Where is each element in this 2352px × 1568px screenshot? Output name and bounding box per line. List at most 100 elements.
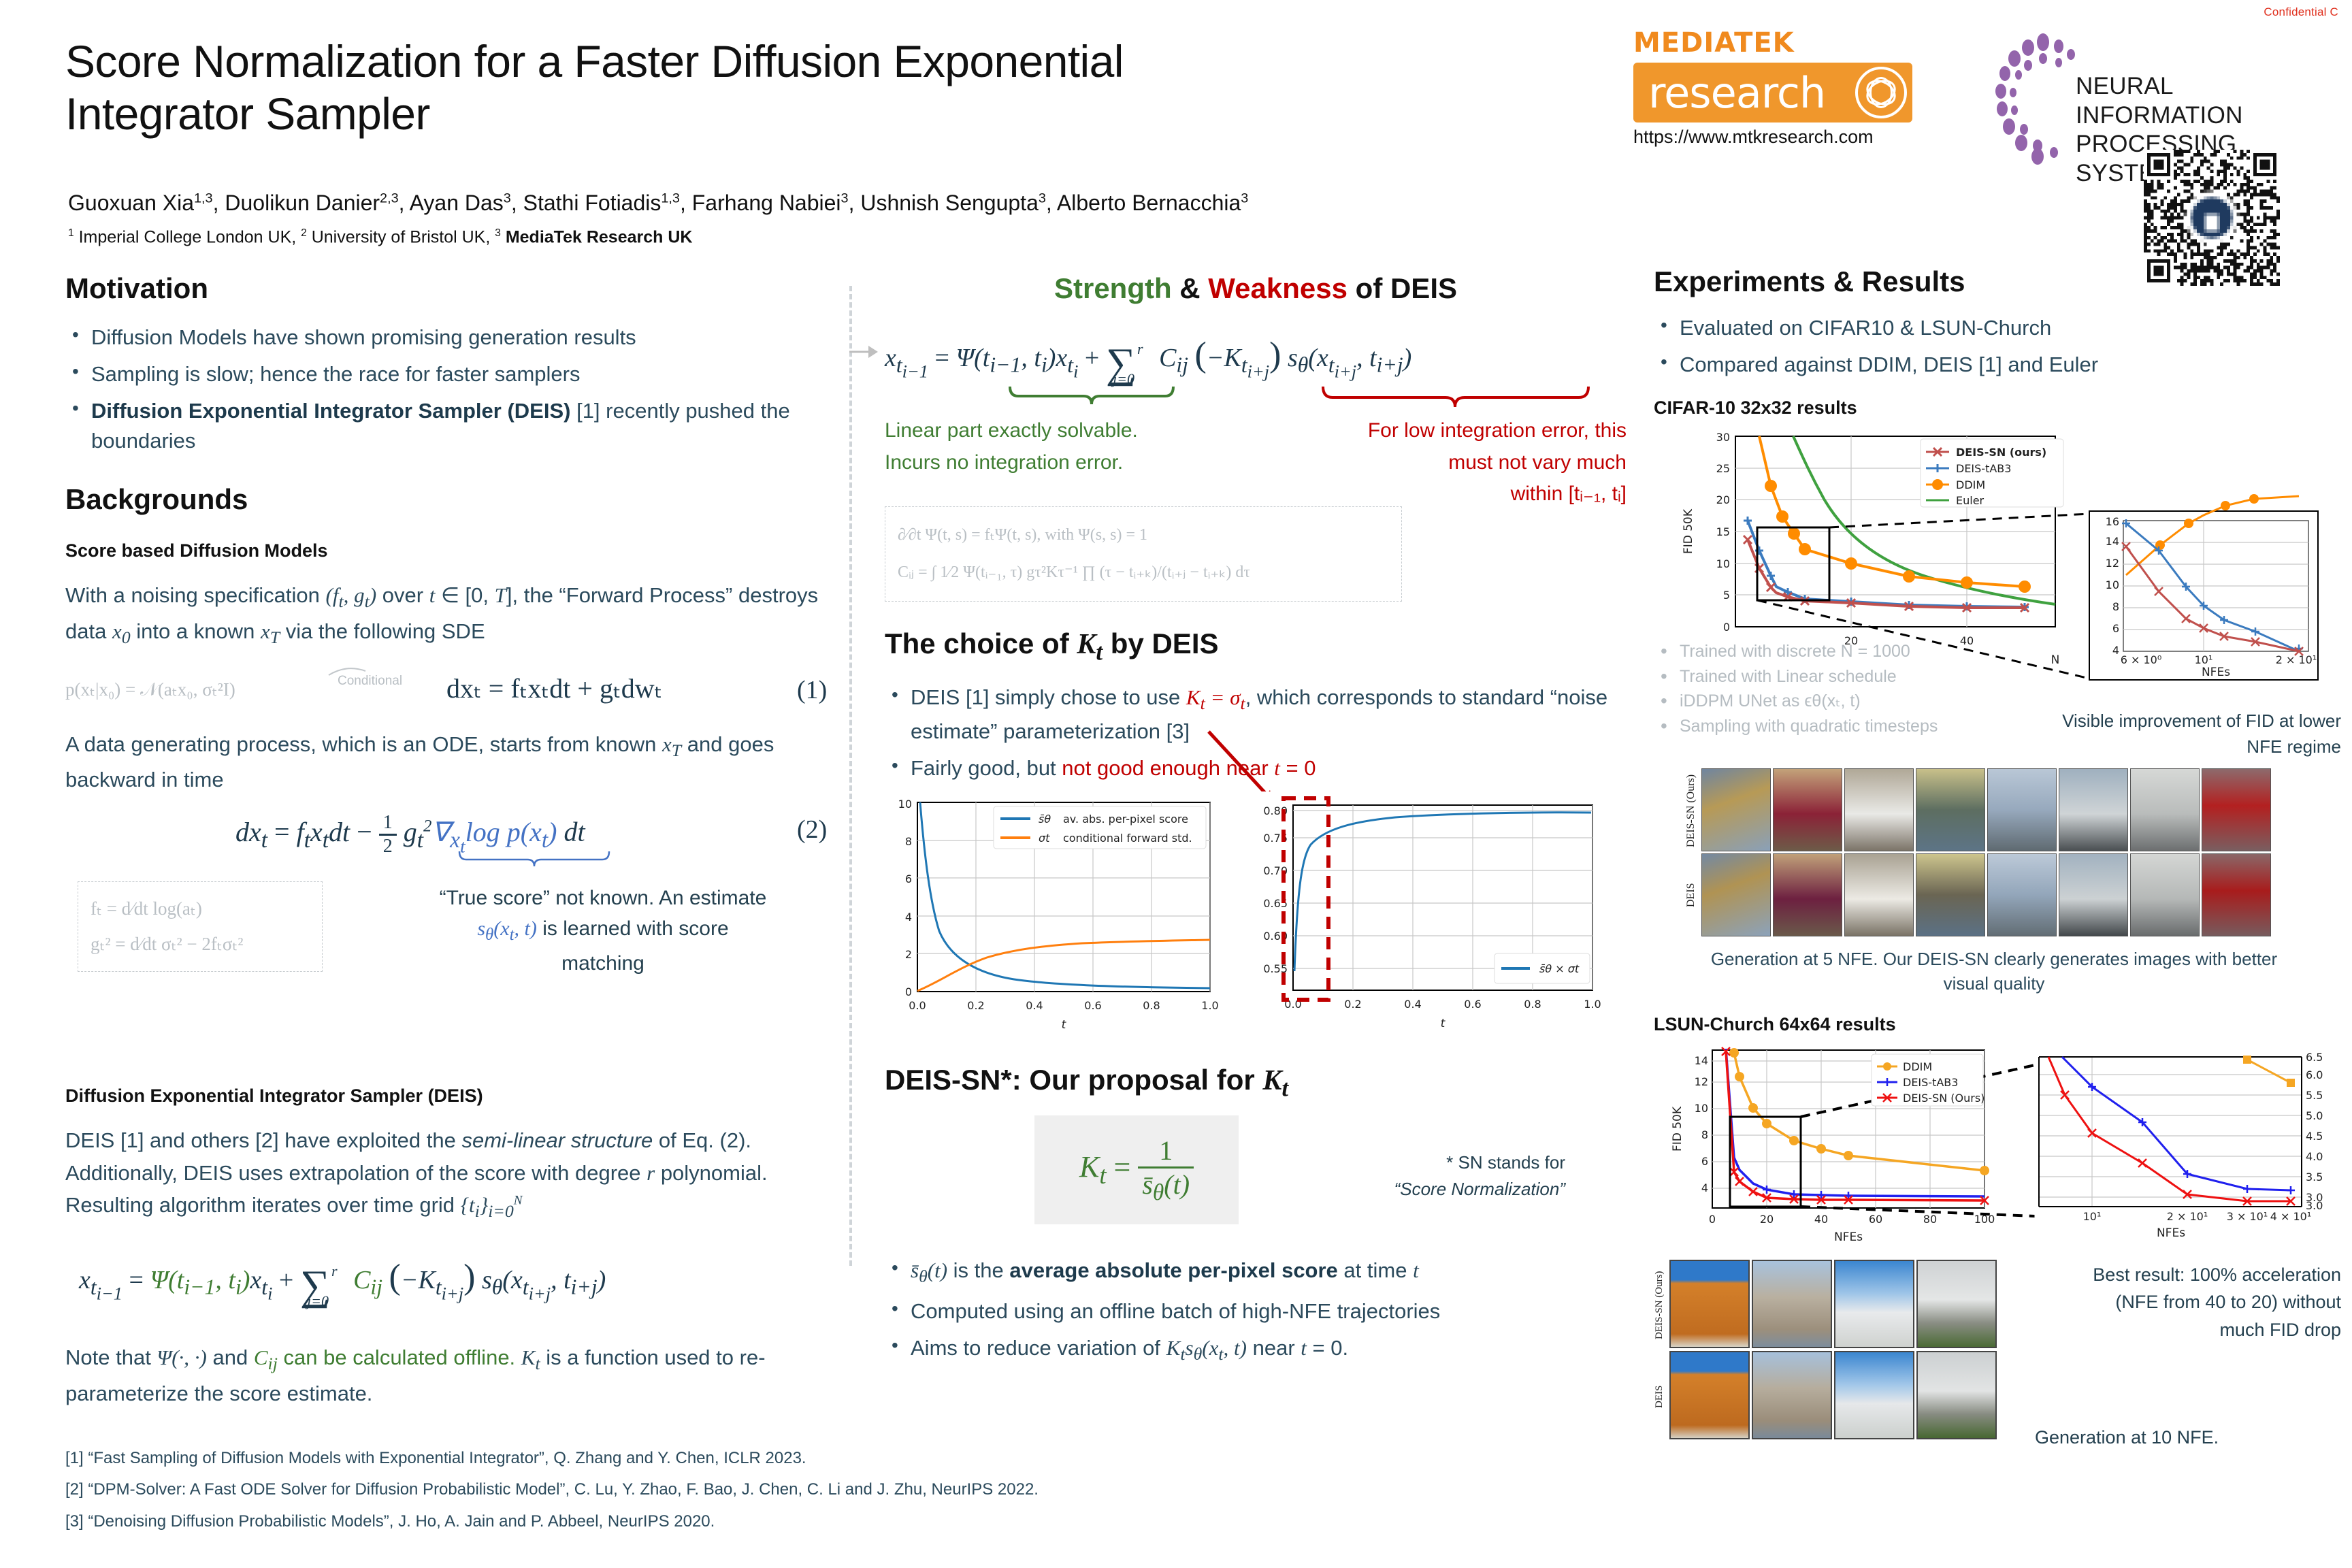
- sample-image: [1834, 1350, 1914, 1439]
- right-column: Experiments & Results Evaluated on CIFAR…: [1654, 265, 2341, 1454]
- true-score-note-line-2: sθ(xt, t) is learned with score: [477, 917, 729, 945]
- ft-definition: fₜ = d⁄dt log(aₜ): [91, 898, 202, 919]
- svg-text:0.4: 0.4: [1026, 999, 1043, 1012]
- svg-text:40: 40: [1814, 1213, 1828, 1226]
- svg-text:0.0: 0.0: [909, 999, 926, 1012]
- mediatek-wordmark: MEDIATEK: [1633, 27, 1795, 59]
- svg-text:3.0: 3.0: [2306, 1191, 2323, 1204]
- svg-text:60: 60: [1869, 1213, 1882, 1226]
- svg-text:Euler: Euler: [1956, 494, 1984, 507]
- score-plots-row: 0 2 4 6 8 10 0.0 0.2 0.4 0.6 0.8 1.0 t: [878, 730, 1627, 1057]
- svg-text:FID 50K: FID 50K: [1682, 508, 1695, 554]
- conditional-label: Conditional: [338, 673, 403, 688]
- svg-text:10¹: 10¹: [2083, 1210, 2102, 1223]
- cifar-inset-caption: Visible improvement of FID at lower NFE …: [2001, 708, 2341, 760]
- sample-image: [1752, 1350, 1832, 1439]
- cifar-row-label-deis-sn: DEIS-SN (Ours): [1685, 774, 1697, 847]
- backgrounds-heading: Backgrounds: [65, 483, 248, 516]
- svg-text:30: 30: [1716, 431, 1730, 444]
- weakness-note: For low integration error, this must not…: [1273, 415, 1627, 510]
- svg-text:20: 20: [1760, 1213, 1774, 1226]
- svg-text:NFEs: NFEs: [1834, 1230, 1863, 1244]
- lsun-sample-grid-area: DEIS-SN (Ours) DEIS: [1654, 1257, 2341, 1454]
- svg-text:2 × 10¹: 2 × 10¹: [2167, 1210, 2208, 1223]
- sample-image: [1916, 853, 1985, 937]
- svg-text:25: 25: [1716, 462, 1730, 475]
- atom-icon: [1855, 67, 1907, 118]
- svg-text:0.6: 0.6: [1464, 998, 1481, 1011]
- svg-text:4: 4: [2112, 644, 2119, 657]
- sample-image: [1701, 853, 1771, 937]
- svg-text:N: N: [2051, 653, 2060, 667]
- sample-image: [1773, 853, 1842, 937]
- lsun-sample-grid: DEIS-SN (Ours) DEIS: [1654, 1259, 1997, 1442]
- svg-text:15: 15: [1716, 525, 1730, 538]
- list-item: Aims to reduce variation of Ktsθ(xt, t) …: [885, 1332, 1627, 1367]
- reference-item: [3] “Denoising Diffusion Probabilistic M…: [65, 1512, 715, 1531]
- list-item: s̄θ(t) is the average absolute per-pixel…: [885, 1254, 1627, 1290]
- svg-text:5.5: 5.5: [2306, 1089, 2323, 1102]
- svg-text:6: 6: [905, 872, 912, 885]
- lsun-row-deis: [1669, 1350, 1997, 1439]
- svg-text:σt: σt: [1039, 832, 1050, 845]
- lsun-grid-caption: Generation at 10 NFE.: [2035, 1426, 2219, 1448]
- weakness-note-line-1: For low integration error, this: [1367, 419, 1627, 442]
- sample-image: [2202, 853, 2271, 937]
- experiments-heading: Experiments & Results: [1654, 265, 1965, 297]
- svg-text:6.0: 6.0: [2306, 1068, 2323, 1081]
- list-item: Trained with discrete N = 1000: [1654, 639, 1974, 664]
- svg-text:6.5: 6.5: [2306, 1051, 2323, 1064]
- svg-text:2: 2: [905, 948, 912, 961]
- true-score-note-line-3: matching: [561, 951, 644, 975]
- svg-text:NFEs: NFEs: [2157, 1226, 2185, 1240]
- svg-text:8: 8: [1701, 1128, 1708, 1141]
- sample-image: [2059, 768, 2128, 852]
- chart-score-vs-sigma: 0 2 4 6 8 10 0.0 0.2 0.4 0.6 0.8 1.0 t: [878, 791, 1232, 1043]
- sample-image: [1916, 768, 1985, 852]
- curved-arrow-icon: [328, 668, 366, 676]
- svg-text:t: t: [1441, 1017, 1446, 1030]
- svg-text:0.8: 0.8: [1524, 998, 1541, 1011]
- score-models-subheading: Score based Diffusion Models: [65, 540, 328, 561]
- svg-text:DDIM: DDIM: [1956, 478, 1985, 491]
- svg-text:14: 14: [1695, 1054, 1708, 1067]
- sn-footnote: * SN stands for “Score Normalization”: [1320, 1149, 1565, 1203]
- svg-text:3.0: 3.0: [2306, 1199, 2323, 1212]
- lsun-results-subheading: LSUN-Church 64x64 results: [1654, 1013, 1896, 1034]
- true-score-note: “True score” not known. An estimate sθ(x…: [385, 883, 821, 979]
- strength-note-line-2: Incurs no integration error.: [885, 451, 1124, 474]
- column-divider-left: [849, 286, 852, 1266]
- list-item: Trained with Linear schedule: [1654, 664, 1974, 689]
- strength-word: Strength: [1054, 272, 1172, 304]
- lsun-note-line-1: Best result: 100% acceleration: [2093, 1264, 2341, 1285]
- cifar-row-deis: [1701, 853, 2271, 937]
- confidential-marker: Confidential C: [2264, 5, 2338, 18]
- cifar-inset-caption-line-2: NFE regime: [2247, 736, 2341, 757]
- ode-paragraph: A data generating process, which is an O…: [65, 732, 774, 792]
- cifar-chart-area: 0 5 10 15 20 25 30 20 40 FID 50K N: [1654, 424, 2341, 717]
- equation-1-number: (1): [797, 675, 828, 704]
- sample-image: [1987, 768, 2057, 852]
- strength-note: Linear part exactly solvable. Incurs no …: [885, 415, 1184, 478]
- svg-text:100: 100: [1974, 1213, 1995, 1226]
- mediatek-url[interactable]: https://www.mtkresearch.com: [1633, 127, 1874, 147]
- ampersand: &: [1171, 272, 1209, 304]
- svg-text:12: 12: [2106, 557, 2119, 570]
- svg-text:0.6: 0.6: [1084, 999, 1101, 1012]
- github-qr-code[interactable]: [2144, 150, 2280, 286]
- green-brace-icon: [1009, 386, 1175, 405]
- page-title: Score Normalization for a Faster Diffusi…: [65, 35, 1549, 140]
- list-item: DEIS [1] simply chose to use Kt = σt, wh…: [885, 681, 1627, 747]
- proposal-bullets: s̄θ(t) is the average absolute per-pixel…: [885, 1254, 1627, 1367]
- cifar-row-label-deis: DEIS: [1685, 883, 1697, 907]
- svg-text:av. abs. per-pixel score: av. abs. per-pixel score: [1063, 813, 1188, 826]
- weakness-note-line-2: must not vary much: [1448, 451, 1627, 474]
- sample-image: [1844, 768, 1914, 852]
- deis-paragraph: DEIS [1] and others [2] have exploited t…: [65, 1128, 768, 1221]
- coefficient-definitions-box: fₜ = d⁄dt log(aₜ) gₜ² = d⁄dt σₜ² − 2fₜσₜ…: [78, 881, 323, 973]
- sn-footnote-line-2: “Score Normalization”: [1394, 1179, 1565, 1200]
- cifar-grid-caption-line-2: visual quality: [1943, 973, 2045, 994]
